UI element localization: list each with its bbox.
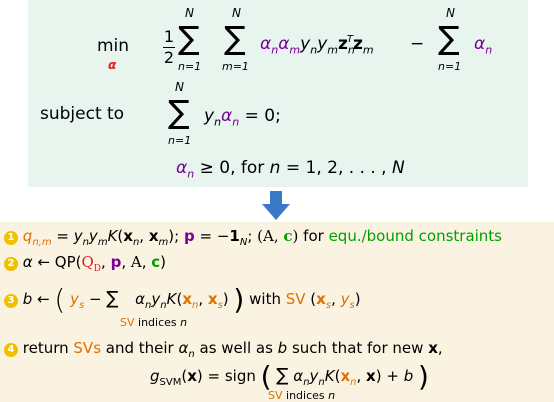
step-4-sum-subscript: SV indices n bbox=[268, 389, 336, 402]
sum-upper-1: N bbox=[185, 6, 194, 20]
sum-symbol-4: ∑ bbox=[168, 93, 190, 131]
minus-sign: − bbox=[410, 34, 425, 54]
step-3: 3 b ← ( ys − ∑ αnynK(xn, xs) ) with SV (… bbox=[4, 283, 361, 316]
subject-to-label: subject to bbox=[40, 104, 125, 124]
sum-lower-2: m=1 bbox=[222, 60, 249, 73]
sum-lower-4: n=1 bbox=[168, 134, 192, 147]
down-arrow-icon bbox=[262, 191, 290, 220]
sum-symbol-2: ∑ bbox=[224, 19, 246, 57]
step-3-sum-subscript: SV indices n bbox=[120, 316, 188, 329]
step-2-number: 2 bbox=[4, 257, 18, 271]
sum-symbol-3: ∑ bbox=[438, 19, 460, 57]
decision-function: gSVM(x) = sign ( ∑ αnynK(xn, x) + b ) bbox=[150, 360, 429, 393]
step-2: 2 α ← QP(QD, p, A, c) bbox=[4, 253, 166, 274]
sum-upper-4: N bbox=[175, 80, 184, 94]
sum-lower-1: n=1 bbox=[178, 60, 202, 73]
step-4-number: 4 bbox=[4, 343, 18, 357]
bound-constraint: αn ≥ 0, for n = 1, 2, . . . , N bbox=[176, 158, 405, 181]
min-variable: α bbox=[108, 58, 117, 72]
step-4: 4 return SVs and their αn as well as b s… bbox=[4, 339, 443, 360]
min-label: min bbox=[97, 36, 130, 56]
half-fraction: 1 2 bbox=[163, 27, 175, 67]
objective-term: αnαmynymznTzm bbox=[260, 34, 374, 57]
algorithm-box bbox=[0, 222, 554, 402]
sum-symbol-1: ∑ bbox=[178, 19, 200, 57]
step-1: 1 qn,m = ynymK(xn, xm); p = −1N; (A, c) … bbox=[4, 227, 502, 248]
sum-lower-3: n=1 bbox=[438, 60, 462, 73]
step-3-number: 3 bbox=[4, 294, 18, 308]
step-1-number: 1 bbox=[4, 231, 18, 245]
primal-problem-box bbox=[28, 0, 528, 187]
sum-upper-3: N bbox=[446, 6, 455, 20]
last-term: αn bbox=[474, 34, 493, 57]
sum-upper-2: N bbox=[232, 6, 241, 20]
equality-constraint: ynαn = 0; bbox=[204, 106, 281, 129]
